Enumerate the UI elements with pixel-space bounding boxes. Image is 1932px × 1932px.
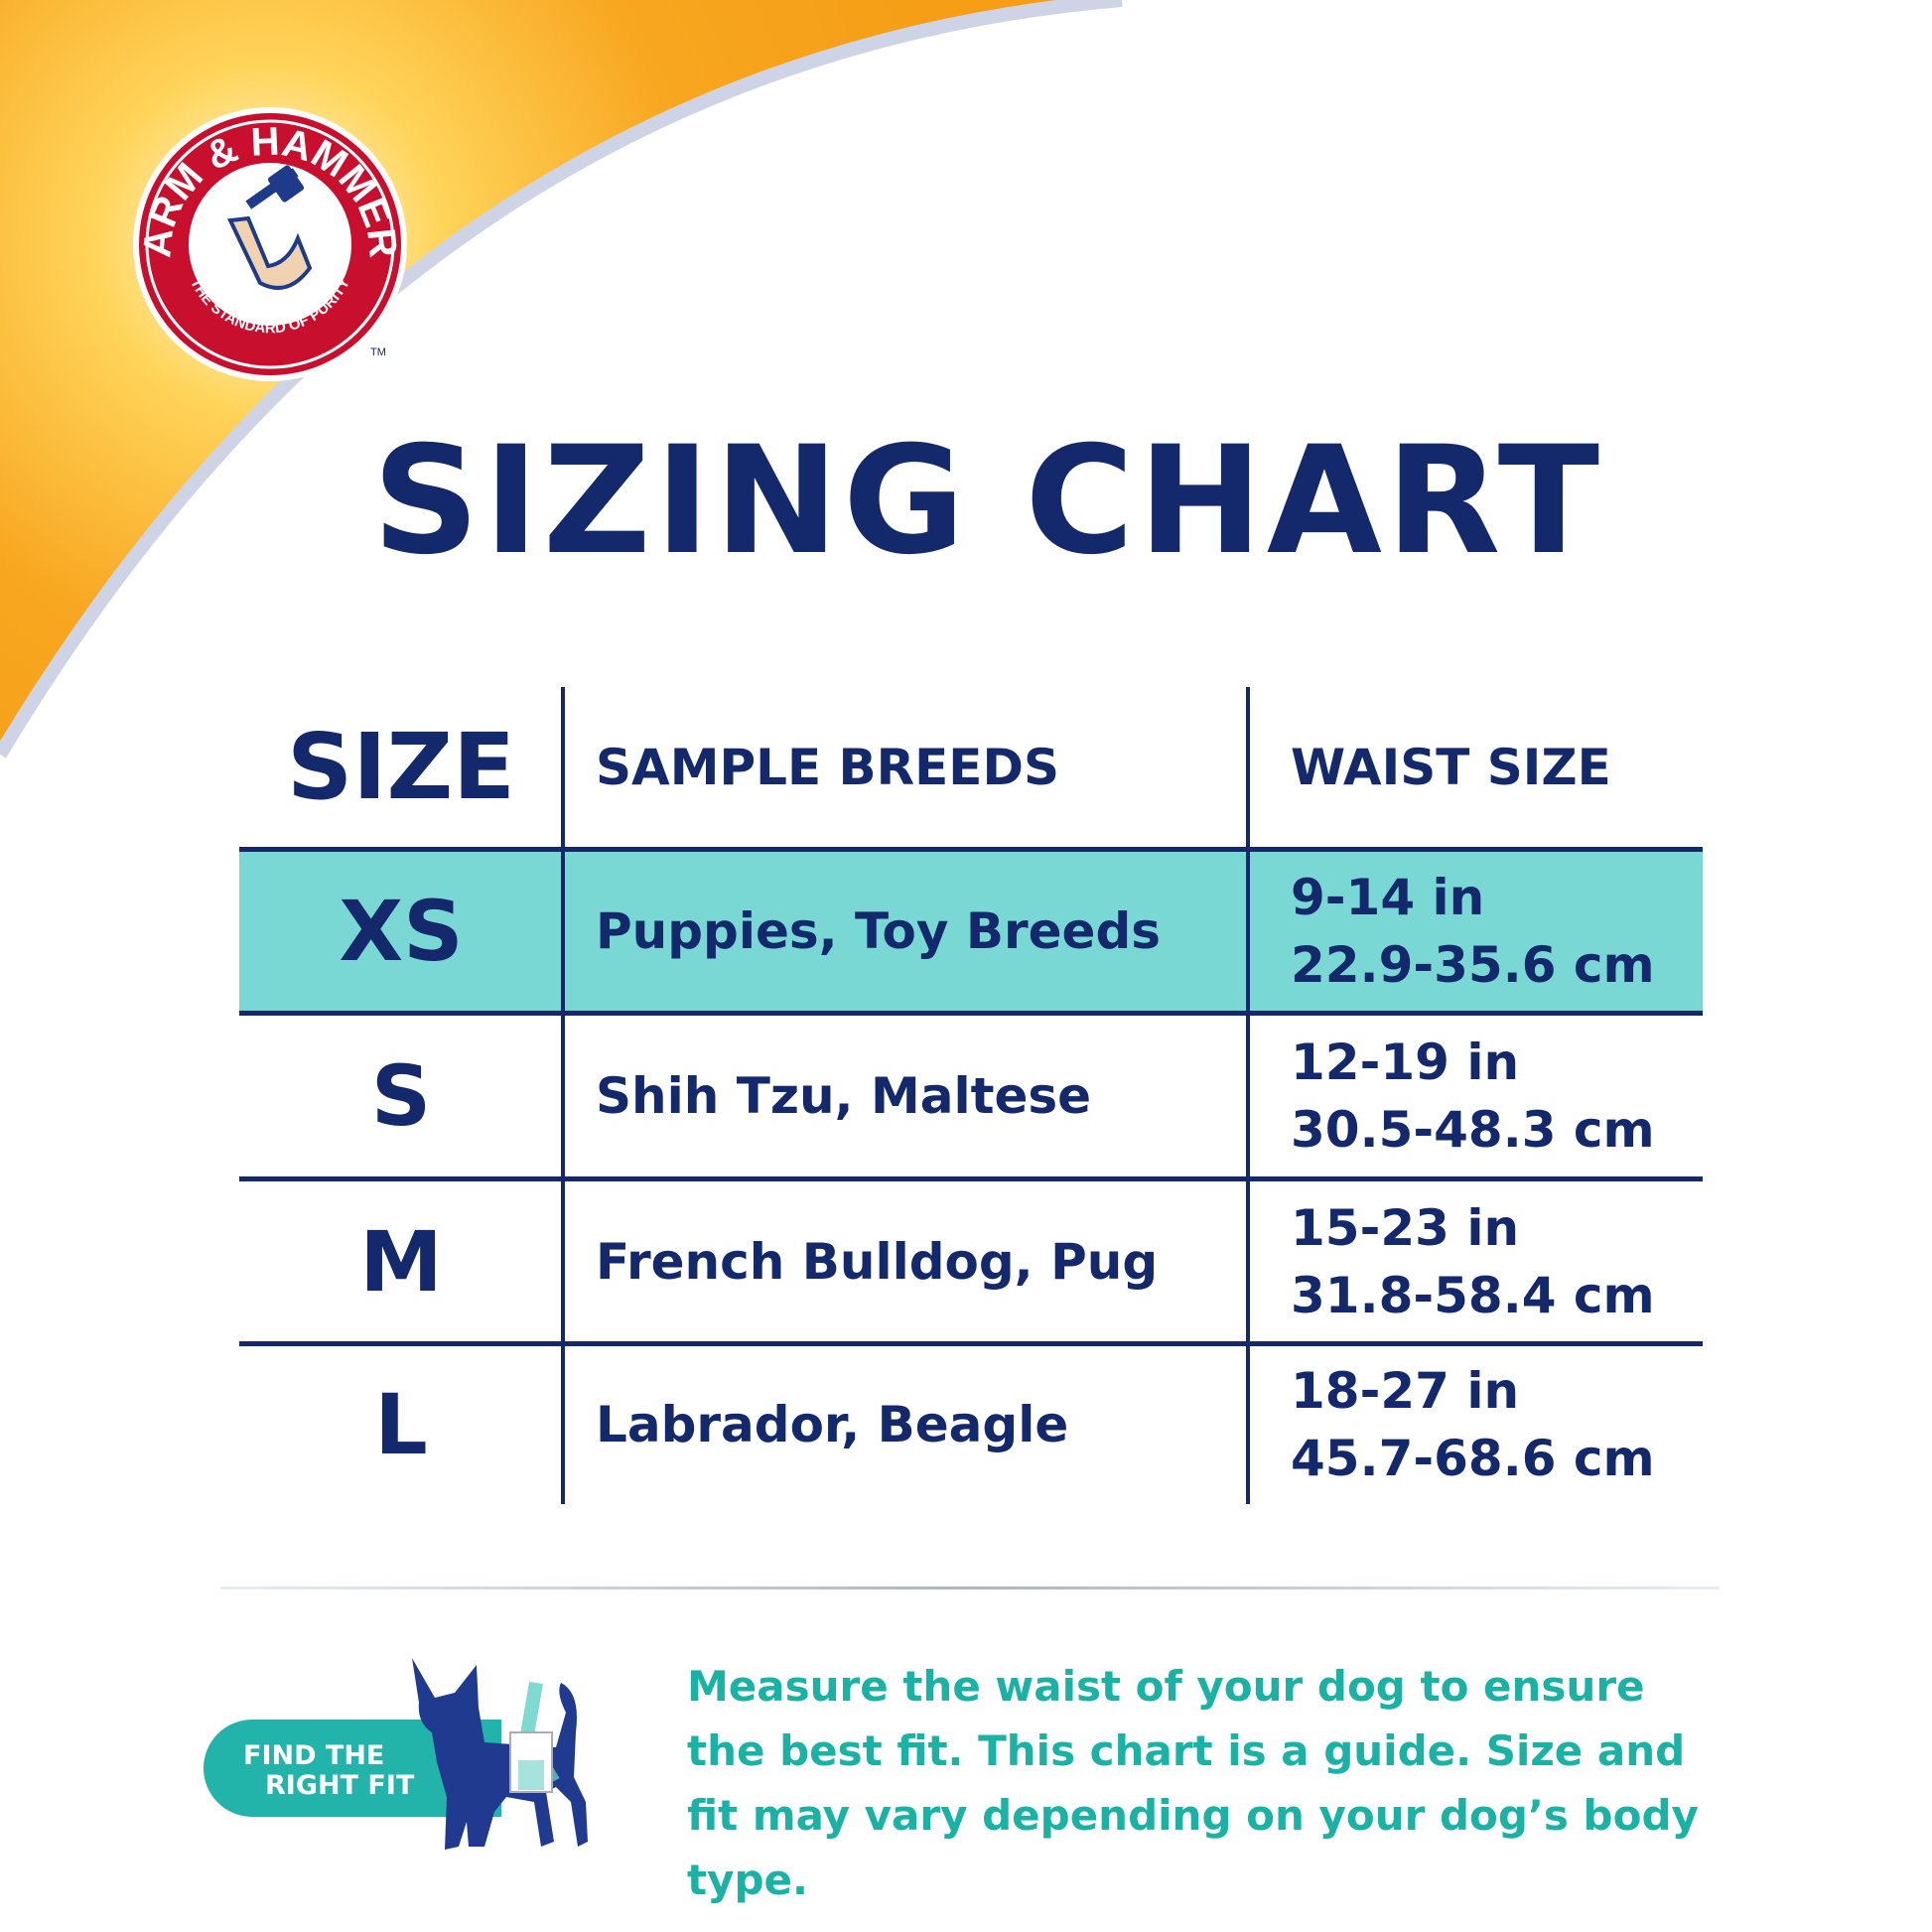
header-size: SIZE [286,714,516,820]
measurement-note: Measure the waist of your dog to ensure … [687,1662,1699,1904]
waist-cell: 15-23 in 31.8-58.4 cm [1291,1180,1708,1343]
breeds-cell: French Bulldog, Pug [596,1233,1159,1291]
size-cell: S [370,1047,432,1145]
waist-in: 12-19 in [1291,1034,1520,1091]
row-divider [239,1341,1703,1346]
highlighted-row-background [239,850,1703,1013]
header-waist-size: WAIST SIZE [1291,738,1611,796]
row-divider [239,1011,1703,1016]
waist-cm: 31.8-58.4 cm [1291,1267,1655,1324]
column-divider [1246,687,1250,1504]
waist-in: 9-14 in [1291,869,1485,926]
waist-in: 15-23 in [1291,1199,1520,1257]
waist-cell: 12-19 in 30.5-48.3 cm [1291,1015,1708,1177]
header-sample-breeds: SAMPLE BREEDS [596,738,1059,796]
column-divider [561,687,565,1504]
svg-text:TM: TM [370,346,386,358]
row-divider [239,847,1703,852]
waist-in: 18-27 in [1291,1362,1520,1420]
breeds-cell: Puppies, Toy Breeds [596,902,1161,960]
breeds-cell: Shih Tzu, Maltese [596,1067,1092,1125]
row-divider [239,1176,1703,1181]
size-cell: L [374,1376,428,1473]
waist-cell: 9-14 in 22.9-35.6 cm [1291,850,1708,1013]
waist-cell: 18-27 in 45.7-68.6 cm [1291,1345,1708,1504]
size-cell: XS [339,883,464,980]
section-divider [220,1587,1720,1589]
page-title: SIZING CHART [371,415,1604,588]
arm-hammer-icon [226,165,313,290]
dog-with-diaper-icon [412,1658,588,1850]
arm-and-hammer-logo: ARM & HAMMER THE STANDARD OF PURITY TM [133,107,407,381]
breeds-cell: Labrador, Beagle [596,1396,1069,1453]
waist-cm: 30.5-48.3 cm [1291,1101,1655,1159]
badge-line-1: FIND THE [243,1740,385,1771]
waist-cm: 22.9-35.6 cm [1291,936,1655,994]
waist-cm: 45.7-68.6 cm [1291,1430,1655,1487]
badge-line-2: RIGHT FIT [265,1770,415,1801]
size-cell: M [359,1213,443,1311]
